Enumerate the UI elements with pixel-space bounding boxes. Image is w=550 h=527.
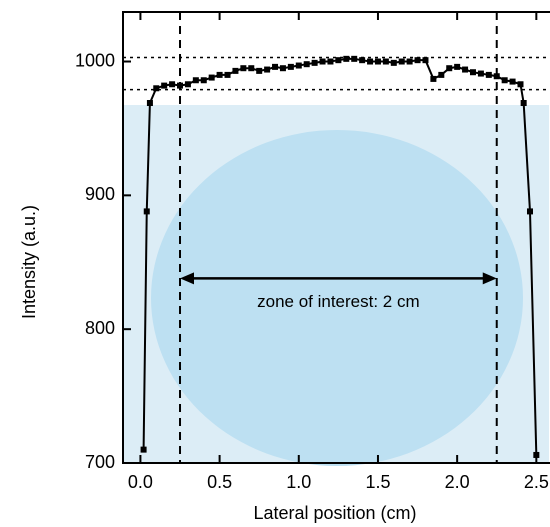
- data-point: [374, 58, 381, 65]
- data-point: [454, 63, 461, 70]
- x-tick-label: 2.0: [445, 472, 470, 492]
- data-point: [501, 77, 508, 84]
- data-point: [232, 67, 239, 74]
- data-point: [200, 77, 207, 84]
- data-point: [327, 58, 334, 65]
- x-axis-label: Lateral position (cm): [253, 503, 416, 523]
- data-point: [264, 66, 271, 73]
- data-point: [343, 55, 350, 62]
- data-point: [248, 65, 255, 72]
- data-point: [143, 208, 150, 215]
- arrow-head: [482, 272, 497, 285]
- data-point: [153, 85, 160, 92]
- plot-area: zone of interest: 2 cm 0.0 0.5 1.0 1.5 2.0 2.5…: [75, 11, 550, 492]
- x-tick-label: 0.0: [128, 472, 153, 492]
- data-point: [224, 71, 231, 78]
- data-point: [493, 73, 500, 80]
- data-point: [526, 208, 533, 215]
- data-point: [533, 451, 540, 458]
- data-point: [438, 71, 445, 78]
- data-point: [146, 100, 153, 107]
- beam-spot: [151, 130, 523, 466]
- plot-frame: [122, 11, 550, 464]
- data-point: [161, 82, 168, 89]
- data-point: [240, 65, 247, 72]
- y-tick-label: 900: [85, 184, 115, 204]
- data-point: [311, 59, 318, 66]
- annotation: zone of interest: 2 cm: [257, 292, 420, 311]
- data-point: [359, 57, 366, 64]
- y-tick-label: 700: [85, 452, 115, 472]
- data-point: [446, 65, 453, 72]
- data-point: [422, 57, 429, 64]
- data-point: [319, 58, 326, 65]
- data-point: [208, 74, 215, 81]
- x-tick-label: 2.5: [524, 472, 549, 492]
- data-point: [287, 63, 294, 70]
- data-point: [216, 71, 223, 78]
- data-point: [256, 67, 263, 74]
- data-point: [295, 62, 302, 69]
- arrow-head: [180, 272, 195, 285]
- data-point: [398, 58, 405, 65]
- data-point: [184, 81, 191, 88]
- data-point: [382, 58, 389, 65]
- data-point: [169, 81, 176, 88]
- data-point: [406, 58, 413, 65]
- data-point: [390, 59, 397, 66]
- data-point: [517, 81, 524, 88]
- data-point: [351, 55, 358, 62]
- x-tick-label: 0.5: [207, 472, 232, 492]
- data-point: [335, 57, 342, 64]
- data-point: [177, 82, 184, 89]
- y-tick-label: 1000: [75, 50, 115, 70]
- data-point: [430, 75, 437, 82]
- data-point: [272, 63, 279, 70]
- data-point: [477, 70, 484, 77]
- data-point: [303, 61, 310, 68]
- data-point: [414, 57, 421, 64]
- data-point: [469, 69, 476, 76]
- y-tick-label: 800: [85, 318, 115, 338]
- data-point: [140, 446, 147, 453]
- data-point: [367, 58, 374, 65]
- y-axis-label: Intensity (a.u.): [19, 205, 39, 319]
- data-point: [520, 100, 527, 107]
- data-point: [192, 77, 199, 84]
- x-tick-label: 1.5: [365, 472, 390, 492]
- data-point: [462, 66, 469, 73]
- data-point: [509, 78, 516, 85]
- x-tick-label: 1.0: [286, 472, 311, 492]
- data-point: [279, 65, 286, 72]
- data-point: [485, 71, 492, 78]
